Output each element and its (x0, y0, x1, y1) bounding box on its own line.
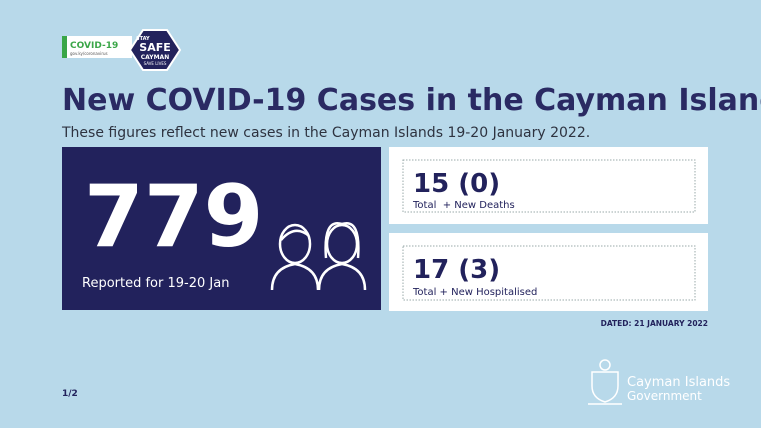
badge-url: gov.ky/coronavirus (70, 51, 108, 56)
people-icon (270, 221, 367, 291)
card-value: 15 (0) (413, 169, 500, 199)
footer-text: Government (627, 389, 702, 403)
crest (588, 359, 622, 405)
footer-text: Cayman Islands (627, 375, 730, 390)
logo-text: CAYMAN (141, 54, 169, 61)
badge-text: COVID-19 (70, 41, 118, 51)
logo-text: STAY (136, 36, 150, 42)
badge-stripe (62, 36, 67, 58)
logo-hexagon (128, 29, 182, 71)
logo-text: SAFE (139, 41, 170, 54)
card-label: Total + New Hospitalised (412, 287, 537, 298)
logo-text: SAVE LIVES (144, 61, 167, 66)
main-value: 779 (84, 167, 264, 267)
card-value: 17 (3) (413, 255, 500, 285)
title: New COVID-19 Cases in the Cayman Islands (62, 83, 761, 118)
card-border (402, 245, 696, 301)
main-label: Reported for 19-20 Jan (82, 276, 229, 291)
page-number: 1/2 (62, 389, 78, 399)
badge-bg (62, 36, 132, 58)
card-border (402, 159, 696, 213)
card-label: Total + New Deaths (412, 200, 515, 211)
dated: DATED: 21 JANUARY 2022 (601, 319, 708, 328)
logo: COVID-19 gov.ky/coronavirus STAY SAFE CA… (62, 29, 182, 71)
subtitle: These figures reflect new cases in the C… (61, 125, 590, 141)
